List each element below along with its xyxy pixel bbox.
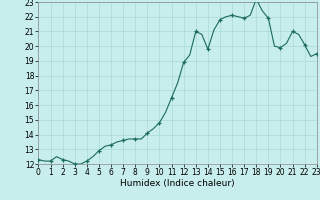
X-axis label: Humidex (Indice chaleur): Humidex (Indice chaleur): [120, 179, 235, 188]
